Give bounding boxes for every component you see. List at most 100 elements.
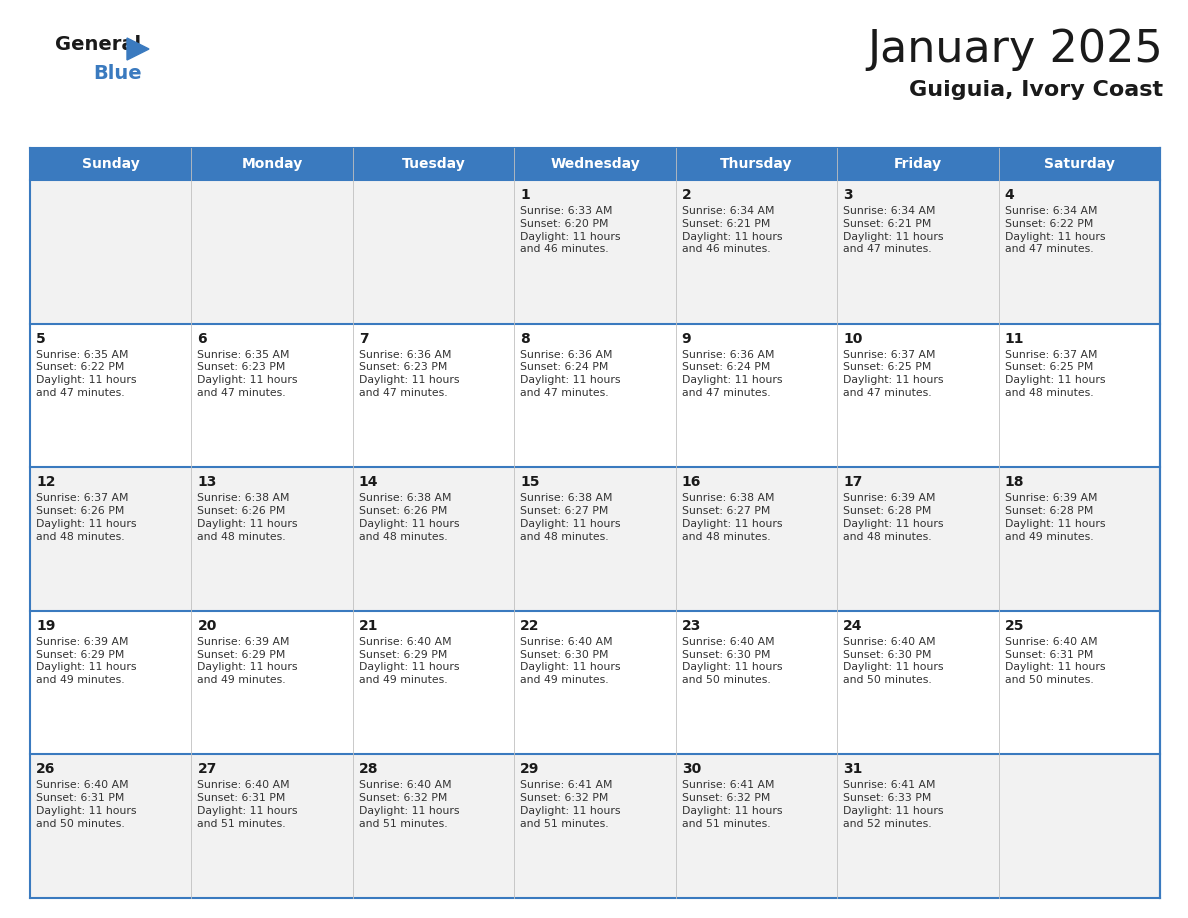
Text: Guiguia, Ivory Coast: Guiguia, Ivory Coast (909, 80, 1163, 100)
Bar (353, 467, 514, 610)
Text: Sunrise: 6:40 AM
Sunset: 6:31 PM
Daylight: 11 hours
and 51 minutes.: Sunrise: 6:40 AM Sunset: 6:31 PM Dayligh… (197, 780, 298, 829)
Bar (838, 610, 999, 755)
Text: 20: 20 (197, 619, 216, 633)
Bar (999, 324, 1159, 467)
Text: Sunrise: 6:40 AM
Sunset: 6:29 PM
Daylight: 11 hours
and 49 minutes.: Sunrise: 6:40 AM Sunset: 6:29 PM Dayligh… (359, 637, 460, 685)
Text: 16: 16 (682, 476, 701, 489)
Text: 22: 22 (520, 619, 539, 633)
Bar (514, 755, 676, 898)
Text: 19: 19 (36, 619, 56, 633)
Text: Sunrise: 6:38 AM
Sunset: 6:26 PM
Daylight: 11 hours
and 48 minutes.: Sunrise: 6:38 AM Sunset: 6:26 PM Dayligh… (197, 493, 298, 542)
Bar (838, 467, 999, 610)
Bar (514, 148, 676, 180)
Text: 15: 15 (520, 476, 539, 489)
Text: Sunrise: 6:39 AM
Sunset: 6:29 PM
Daylight: 11 hours
and 49 minutes.: Sunrise: 6:39 AM Sunset: 6:29 PM Dayligh… (197, 637, 298, 685)
Bar (514, 180, 676, 324)
Text: 1: 1 (520, 188, 530, 202)
Bar (30, 324, 191, 467)
Text: Sunrise: 6:40 AM
Sunset: 6:30 PM
Daylight: 11 hours
and 49 minutes.: Sunrise: 6:40 AM Sunset: 6:30 PM Dayligh… (520, 637, 621, 685)
Bar (30, 148, 191, 180)
Text: 6: 6 (197, 331, 207, 345)
Bar (353, 755, 514, 898)
Text: 2: 2 (682, 188, 691, 202)
Bar (353, 148, 514, 180)
Bar (999, 467, 1159, 610)
Text: 4: 4 (1005, 188, 1015, 202)
Text: Tuesday: Tuesday (402, 157, 466, 171)
Text: Sunrise: 6:35 AM
Sunset: 6:23 PM
Daylight: 11 hours
and 47 minutes.: Sunrise: 6:35 AM Sunset: 6:23 PM Dayligh… (197, 350, 298, 398)
Text: 24: 24 (843, 619, 862, 633)
Polygon shape (127, 38, 148, 60)
Text: Sunrise: 6:37 AM
Sunset: 6:26 PM
Daylight: 11 hours
and 48 minutes.: Sunrise: 6:37 AM Sunset: 6:26 PM Dayligh… (36, 493, 137, 542)
Bar (191, 467, 353, 610)
Text: Sunrise: 6:34 AM
Sunset: 6:22 PM
Daylight: 11 hours
and 47 minutes.: Sunrise: 6:34 AM Sunset: 6:22 PM Dayligh… (1005, 206, 1105, 254)
Text: Sunrise: 6:37 AM
Sunset: 6:25 PM
Daylight: 11 hours
and 47 minutes.: Sunrise: 6:37 AM Sunset: 6:25 PM Dayligh… (843, 350, 943, 398)
Bar (838, 148, 999, 180)
Text: 13: 13 (197, 476, 216, 489)
Text: Sunday: Sunday (82, 157, 139, 171)
Text: Sunrise: 6:40 AM
Sunset: 6:30 PM
Daylight: 11 hours
and 50 minutes.: Sunrise: 6:40 AM Sunset: 6:30 PM Dayligh… (843, 637, 943, 685)
Text: Sunrise: 6:40 AM
Sunset: 6:31 PM
Daylight: 11 hours
and 50 minutes.: Sunrise: 6:40 AM Sunset: 6:31 PM Dayligh… (36, 780, 137, 829)
Bar (676, 467, 838, 610)
Bar (30, 180, 191, 324)
Text: Sunrise: 6:39 AM
Sunset: 6:28 PM
Daylight: 11 hours
and 48 minutes.: Sunrise: 6:39 AM Sunset: 6:28 PM Dayligh… (843, 493, 943, 542)
Text: 21: 21 (359, 619, 378, 633)
Text: Sunrise: 6:40 AM
Sunset: 6:32 PM
Daylight: 11 hours
and 51 minutes.: Sunrise: 6:40 AM Sunset: 6:32 PM Dayligh… (359, 780, 460, 829)
Bar (838, 755, 999, 898)
Bar (676, 755, 838, 898)
Text: Sunrise: 6:41 AM
Sunset: 6:33 PM
Daylight: 11 hours
and 52 minutes.: Sunrise: 6:41 AM Sunset: 6:33 PM Dayligh… (843, 780, 943, 829)
Bar (676, 148, 838, 180)
Bar (838, 180, 999, 324)
Text: Friday: Friday (893, 157, 942, 171)
Text: 3: 3 (843, 188, 853, 202)
Text: 31: 31 (843, 763, 862, 777)
Text: Sunrise: 6:41 AM
Sunset: 6:32 PM
Daylight: 11 hours
and 51 minutes.: Sunrise: 6:41 AM Sunset: 6:32 PM Dayligh… (520, 780, 621, 829)
Bar (676, 610, 838, 755)
Text: 25: 25 (1005, 619, 1024, 633)
Bar (999, 148, 1159, 180)
Text: Sunrise: 6:41 AM
Sunset: 6:32 PM
Daylight: 11 hours
and 51 minutes.: Sunrise: 6:41 AM Sunset: 6:32 PM Dayligh… (682, 780, 782, 829)
Bar (999, 610, 1159, 755)
Bar (514, 324, 676, 467)
Text: Sunrise: 6:38 AM
Sunset: 6:27 PM
Daylight: 11 hours
and 48 minutes.: Sunrise: 6:38 AM Sunset: 6:27 PM Dayligh… (520, 493, 621, 542)
Text: Sunrise: 6:39 AM
Sunset: 6:28 PM
Daylight: 11 hours
and 49 minutes.: Sunrise: 6:39 AM Sunset: 6:28 PM Dayligh… (1005, 493, 1105, 542)
Text: Sunrise: 6:36 AM
Sunset: 6:24 PM
Daylight: 11 hours
and 47 minutes.: Sunrise: 6:36 AM Sunset: 6:24 PM Dayligh… (520, 350, 621, 398)
Text: 26: 26 (36, 763, 56, 777)
Text: 28: 28 (359, 763, 378, 777)
Text: General: General (55, 35, 141, 54)
Text: 29: 29 (520, 763, 539, 777)
Bar (353, 324, 514, 467)
Text: Sunrise: 6:38 AM
Sunset: 6:26 PM
Daylight: 11 hours
and 48 minutes.: Sunrise: 6:38 AM Sunset: 6:26 PM Dayligh… (359, 493, 460, 542)
Text: Sunrise: 6:34 AM
Sunset: 6:21 PM
Daylight: 11 hours
and 47 minutes.: Sunrise: 6:34 AM Sunset: 6:21 PM Dayligh… (843, 206, 943, 254)
Text: 8: 8 (520, 331, 530, 345)
Text: 27: 27 (197, 763, 216, 777)
Bar (999, 180, 1159, 324)
Text: 11: 11 (1005, 331, 1024, 345)
Text: 5: 5 (36, 331, 46, 345)
Text: 10: 10 (843, 331, 862, 345)
Bar (30, 467, 191, 610)
Text: Monday: Monday (241, 157, 303, 171)
Text: 7: 7 (359, 331, 368, 345)
Text: 18: 18 (1005, 476, 1024, 489)
Text: Sunrise: 6:36 AM
Sunset: 6:23 PM
Daylight: 11 hours
and 47 minutes.: Sunrise: 6:36 AM Sunset: 6:23 PM Dayligh… (359, 350, 460, 398)
Bar (999, 755, 1159, 898)
Text: 30: 30 (682, 763, 701, 777)
Bar (191, 610, 353, 755)
Text: Sunrise: 6:35 AM
Sunset: 6:22 PM
Daylight: 11 hours
and 47 minutes.: Sunrise: 6:35 AM Sunset: 6:22 PM Dayligh… (36, 350, 137, 398)
Bar (514, 467, 676, 610)
Bar (30, 755, 191, 898)
Text: Sunrise: 6:36 AM
Sunset: 6:24 PM
Daylight: 11 hours
and 47 minutes.: Sunrise: 6:36 AM Sunset: 6:24 PM Dayligh… (682, 350, 782, 398)
Text: January 2025: January 2025 (867, 28, 1163, 71)
Text: Sunrise: 6:37 AM
Sunset: 6:25 PM
Daylight: 11 hours
and 48 minutes.: Sunrise: 6:37 AM Sunset: 6:25 PM Dayligh… (1005, 350, 1105, 398)
Text: Wednesday: Wednesday (550, 157, 640, 171)
Text: Sunrise: 6:40 AM
Sunset: 6:30 PM
Daylight: 11 hours
and 50 minutes.: Sunrise: 6:40 AM Sunset: 6:30 PM Dayligh… (682, 637, 782, 685)
Bar (191, 148, 353, 180)
Text: Sunrise: 6:40 AM
Sunset: 6:31 PM
Daylight: 11 hours
and 50 minutes.: Sunrise: 6:40 AM Sunset: 6:31 PM Dayligh… (1005, 637, 1105, 685)
Bar (30, 610, 191, 755)
Bar (191, 324, 353, 467)
Text: Saturday: Saturday (1044, 157, 1114, 171)
Text: 9: 9 (682, 331, 691, 345)
Text: 14: 14 (359, 476, 378, 489)
Bar (514, 610, 676, 755)
